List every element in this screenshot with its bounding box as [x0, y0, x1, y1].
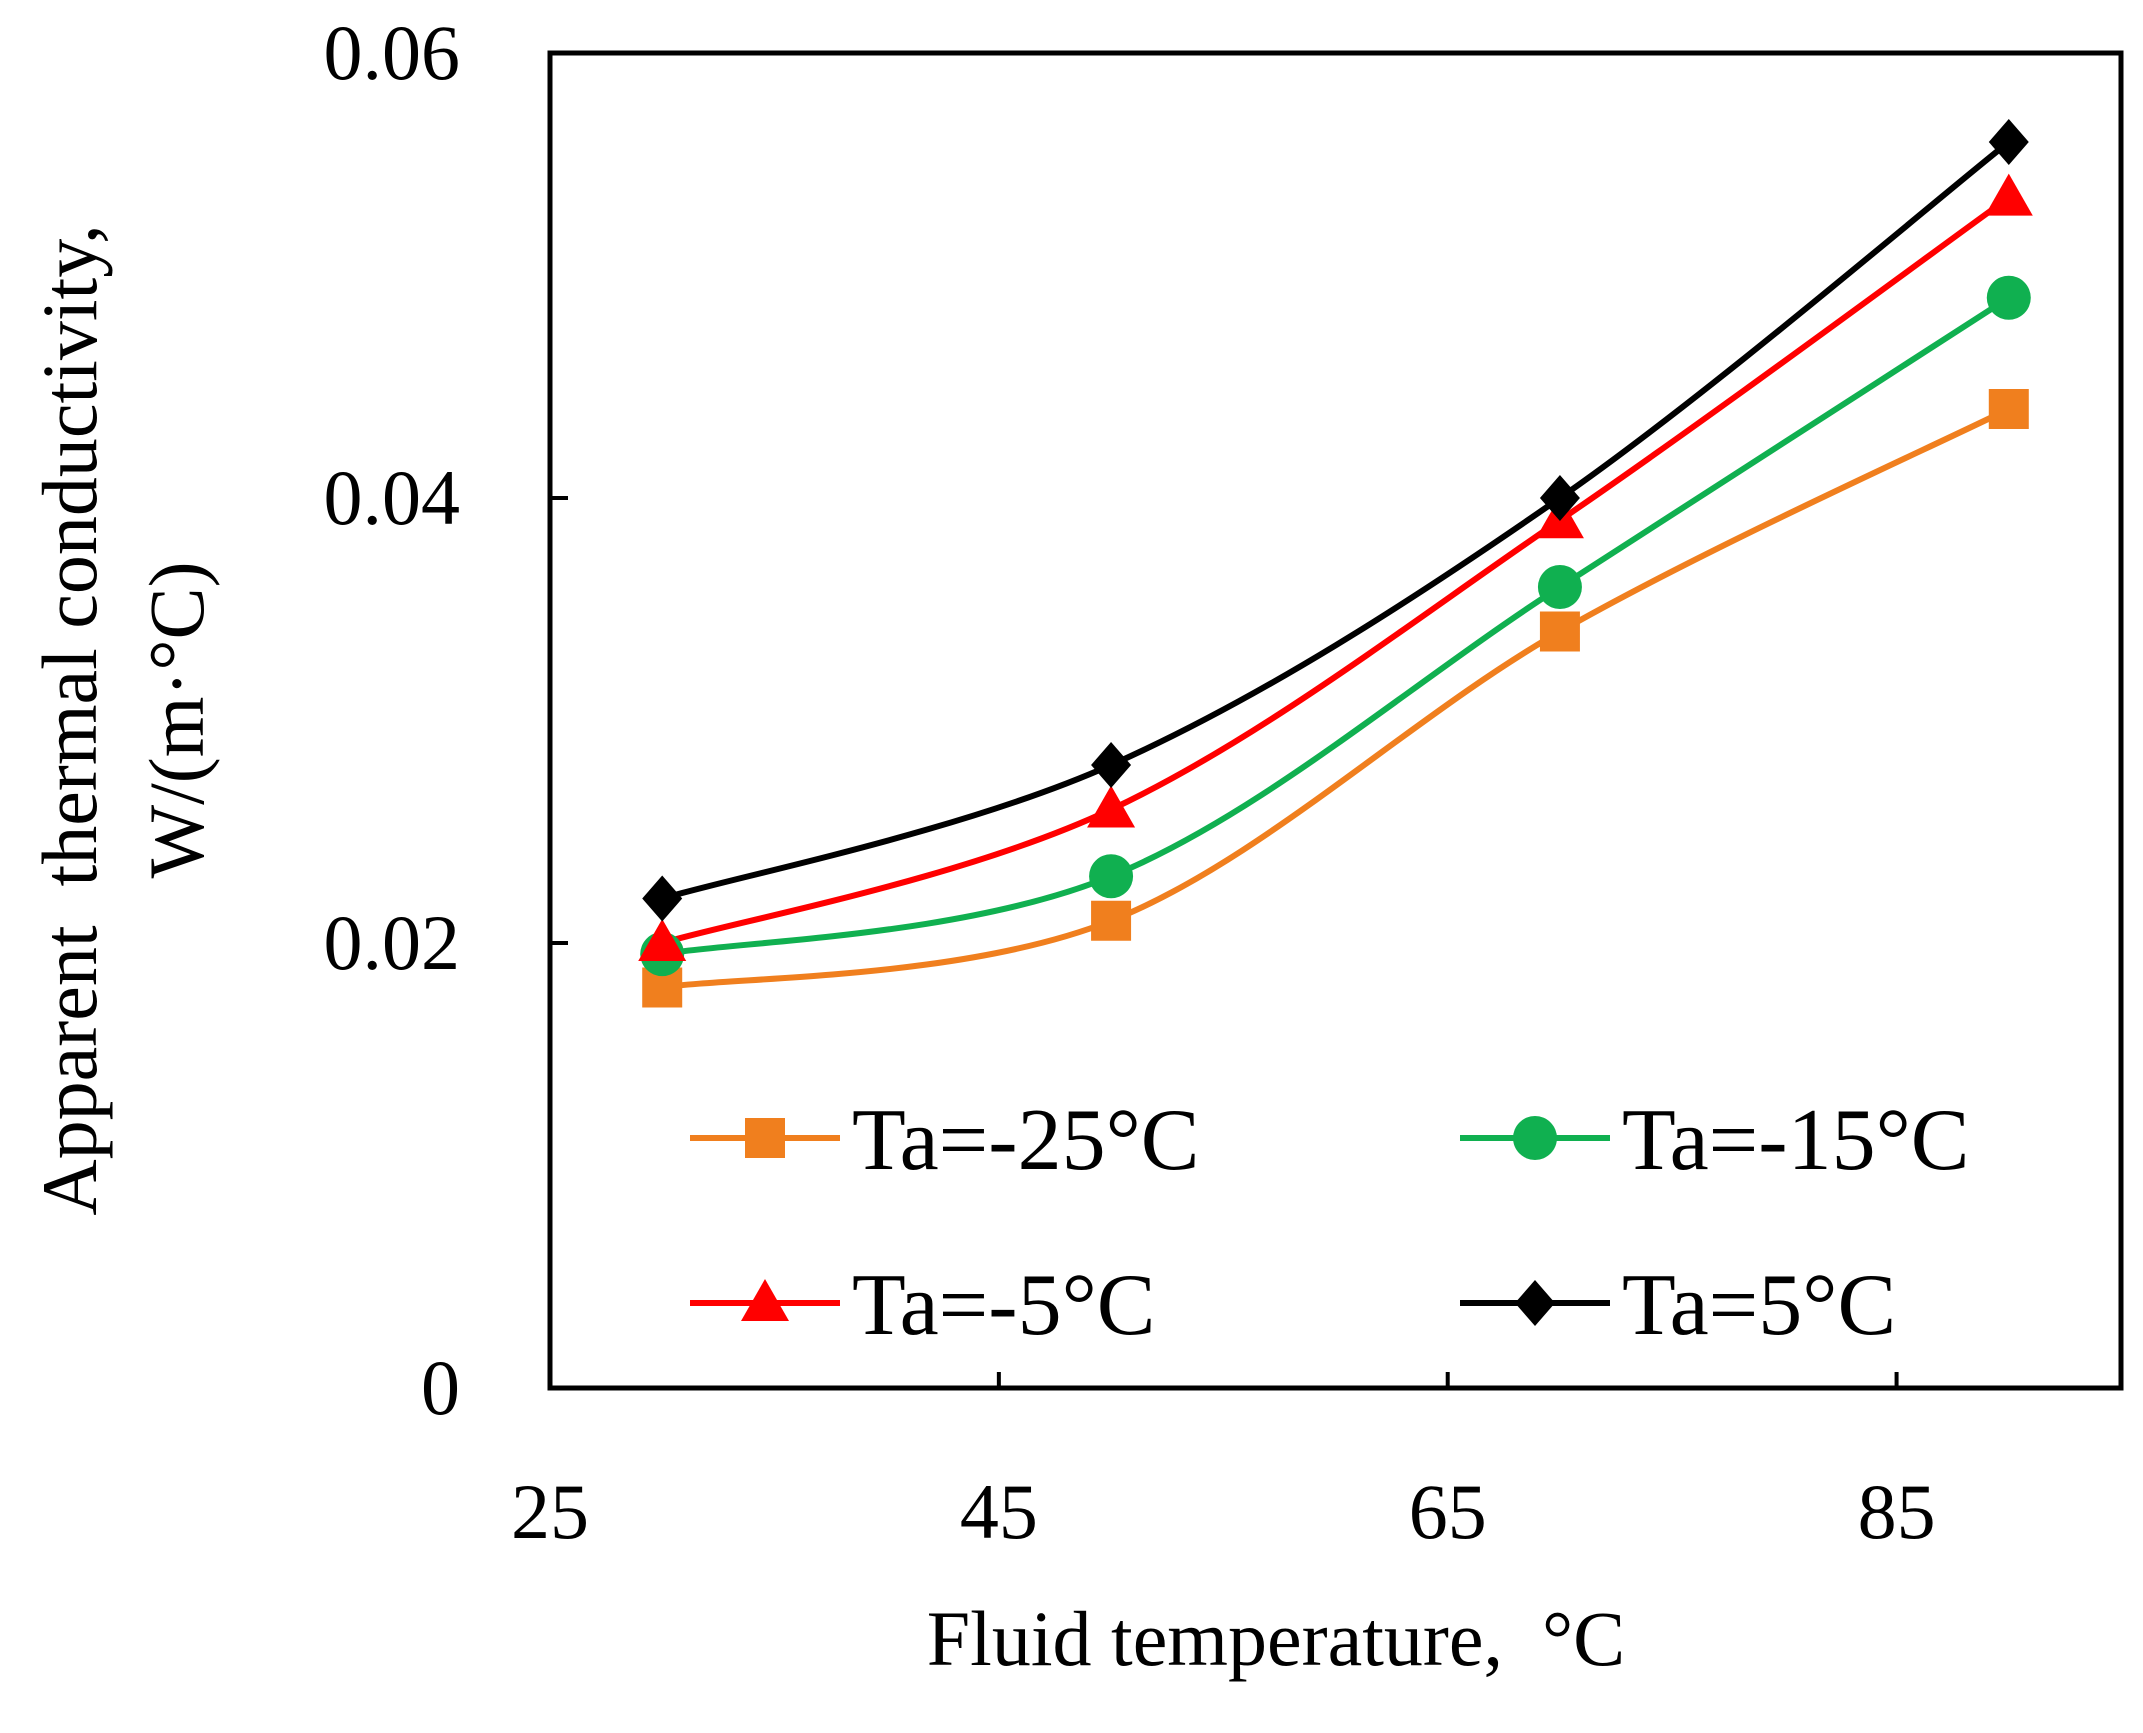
data-point-series-0: [1091, 900, 1132, 941]
y-axis-title-line1: Apparent thermal conductivity,: [26, 224, 113, 1215]
y-tick-label: 0.06: [324, 9, 461, 96]
x-tick-label: 25: [511, 1468, 589, 1555]
legend-marker: [745, 1118, 785, 1158]
data-point-series-2: [638, 919, 687, 961]
series-line-2: [661, 195, 2011, 946]
legend-label: Ta=-5°C: [852, 1257, 1156, 1354]
data-point-series-0: [1539, 611, 1580, 652]
data-point-series-3: [1539, 475, 1580, 521]
y-tick-label: 0.04: [324, 454, 461, 541]
x-tick-label: 45: [960, 1468, 1038, 1555]
x-axis-title: Fluid temperature, °C: [927, 1595, 1625, 1682]
data-point-series-0: [1988, 389, 2029, 429]
legend-marker: [741, 1279, 789, 1321]
y-tick-label: 0.02: [324, 899, 461, 986]
legend-label: Ta=5°C: [1622, 1257, 1896, 1354]
data-point-series-3: [1091, 742, 1132, 788]
series-line-1: [661, 295, 2011, 958]
plot-frame: [547, 50, 2124, 1391]
legend-marker: [1515, 1280, 1555, 1326]
data-point-series-3: [642, 875, 683, 922]
series-line-3: [661, 139, 2011, 902]
data-point-series-1: [1986, 275, 2031, 320]
data-point-series-1: [1537, 565, 1582, 609]
data-point-series-3: [1988, 119, 2029, 165]
y-tick-label: 0: [421, 1344, 460, 1431]
data-point-series-1: [1089, 854, 1134, 899]
x-tick-label: 85: [1858, 1468, 1936, 1555]
series-line-0: [661, 406, 2011, 991]
legend-marker: [1513, 1116, 1557, 1160]
x-tick-label: 65: [1409, 1468, 1487, 1555]
data-point-series-2: [1087, 785, 1136, 828]
legend-label: Ta=-15°C: [1622, 1092, 1970, 1189]
legend-label: Ta=-25°C: [852, 1092, 1200, 1189]
data-point-series-2: [1984, 173, 2033, 216]
y-axis-title-line2: W/(m·°C): [133, 561, 220, 878]
